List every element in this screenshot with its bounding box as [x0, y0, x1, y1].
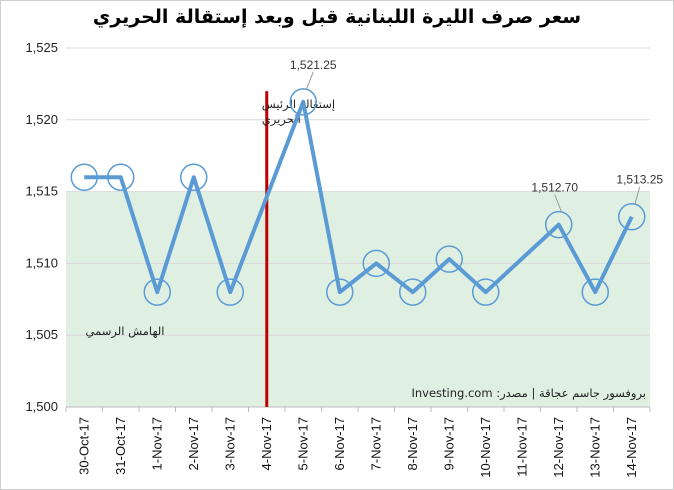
- data-point: [216, 278, 244, 306]
- x-tick-label: 8-Nov-17: [405, 417, 420, 470]
- data-point: [107, 163, 135, 191]
- data-label-leader: [634, 186, 641, 205]
- x-tick-label: 7-Nov-17: [368, 417, 383, 470]
- data-point: [435, 245, 463, 273]
- data-label: 1,521.25: [290, 58, 337, 72]
- x-tick-label: 5-Nov-17: [295, 417, 310, 470]
- series-line: [84, 99, 634, 295]
- data-point: [180, 163, 208, 191]
- x-tick-label: 14-Nov-17: [624, 417, 639, 478]
- x-tick-label: 11-Nov-17: [514, 417, 529, 477]
- data-point: [472, 278, 500, 306]
- data-point: [70, 163, 98, 191]
- event-label: الحريري: [262, 112, 301, 127]
- data-point: [362, 249, 390, 278]
- data-point: [581, 278, 609, 306]
- y-tick-label: 1,510: [25, 255, 58, 270]
- x-tick-label: 12-Nov-17: [551, 417, 566, 478]
- x-tick-label: 10-Nov-17: [478, 417, 493, 478]
- data-point: [326, 278, 354, 306]
- x-tick-label: 30-Oct-17: [76, 417, 91, 475]
- x-tick-label: 6-Nov-17: [332, 417, 347, 470]
- x-tick-label: 9-Nov-17: [441, 417, 456, 470]
- y-tick-label: 1,525: [25, 40, 58, 55]
- band-label: الهامش الرسمي: [86, 324, 165, 339]
- x-tick-label: 4-Nov-17: [259, 417, 274, 470]
- x-tick-label: 3-Nov-17: [222, 417, 237, 470]
- data-point: [143, 278, 171, 306]
- x-tick-label: 1-Nov-17: [149, 417, 164, 470]
- data-label: 1,512.70: [531, 181, 578, 195]
- official-band: [66, 191, 650, 407]
- x-tick-label: 31-Oct-17: [113, 417, 128, 475]
- y-tick-label: 1,515: [25, 184, 58, 199]
- y-tick-label: 1,505: [25, 327, 58, 342]
- data-point: [618, 202, 646, 231]
- data-point: [289, 88, 317, 116]
- data-label-leader: [554, 194, 563, 213]
- y-tick-label: 1,500: [25, 399, 58, 414]
- source-note: بروفسور جاسم عجاقة | مصدر: Investing.com: [411, 386, 646, 401]
- y-tick-label: 1,520: [25, 112, 58, 127]
- x-tick-label: 13-Nov-17: [587, 417, 602, 478]
- data-label-leader: [305, 71, 314, 91]
- data-label: 1,513.25: [616, 173, 663, 187]
- data-point: [545, 210, 573, 239]
- data-point: [399, 278, 427, 306]
- x-tick-label: 2-Nov-17: [186, 417, 201, 470]
- chart-title: سعر صرف الليرة اللبنانية قبل وبعد إستقال…: [92, 6, 582, 28]
